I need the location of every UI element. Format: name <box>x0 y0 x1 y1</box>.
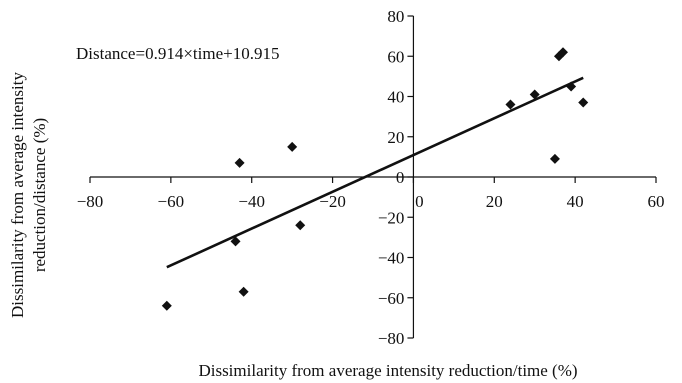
x-tick-label: −60 <box>158 192 185 211</box>
data-point <box>529 89 540 100</box>
data-point <box>230 236 241 247</box>
data-point <box>566 81 577 92</box>
y-axis-title-line-2: reduction/distance (%) <box>30 118 49 272</box>
y-tick-label: −60 <box>378 289 405 308</box>
y-tick-label: 60 <box>387 47 404 66</box>
x-tick-label: 40 <box>567 192 584 211</box>
y-axis-title-line-1: Dissimilarity from average intensity <box>8 72 27 318</box>
data-point <box>295 220 306 231</box>
data-point <box>161 300 172 311</box>
x-tick-label: 20 <box>486 192 503 211</box>
y-tick-label: −20 <box>378 208 405 227</box>
data-points <box>161 47 589 311</box>
ticks <box>89 15 657 339</box>
tick-labels: −80 −60 −40 −20 0 20 40 60 −80 −60 −40 −20 0 20 40 60 80 <box>77 7 665 348</box>
x-axis-title: Dissimilarity from average intensity red… <box>198 361 577 380</box>
y-tick-label: −80 <box>378 329 405 348</box>
trendline-group <box>166 76 584 269</box>
trendline <box>166 76 584 269</box>
data-point <box>505 99 516 110</box>
data-point <box>549 153 560 164</box>
regression-equation: Distance=0.914×time+10.915 <box>76 44 279 63</box>
x-tick-label: 60 <box>648 192 665 211</box>
y-tick-label: 40 <box>387 88 404 107</box>
data-point <box>558 47 569 58</box>
x-tick-label: −40 <box>238 192 265 211</box>
y-tick-label: 0 <box>396 168 405 187</box>
x-tick-label: −80 <box>77 192 104 211</box>
data-point <box>238 286 249 297</box>
y-tick-label: −40 <box>378 249 405 268</box>
axes <box>90 16 656 338</box>
data-point <box>234 157 245 168</box>
data-point <box>287 141 298 152</box>
y-tick-label: 80 <box>387 7 404 26</box>
y-tick-label: 20 <box>387 128 404 147</box>
x-tick-label: −20 <box>319 192 346 211</box>
data-point <box>578 97 589 108</box>
x-tick-label: 0 <box>415 192 424 211</box>
